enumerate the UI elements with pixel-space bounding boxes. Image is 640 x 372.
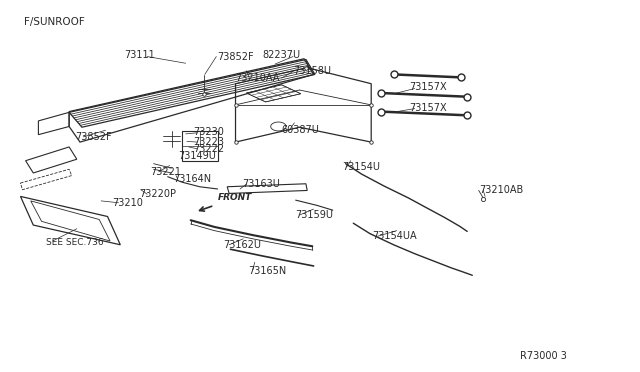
Text: 73210AB: 73210AB bbox=[479, 185, 523, 195]
Text: 73164N: 73164N bbox=[173, 174, 211, 184]
Text: 73220P: 73220P bbox=[140, 189, 177, 199]
Text: 73154U: 73154U bbox=[342, 162, 380, 171]
Text: 73159U: 73159U bbox=[296, 210, 333, 220]
Text: 73165N: 73165N bbox=[248, 266, 287, 276]
Text: 73154UA: 73154UA bbox=[372, 231, 417, 241]
Text: R73000 3: R73000 3 bbox=[520, 352, 566, 361]
Text: F/SUNROOF: F/SUNROOF bbox=[24, 17, 85, 27]
Text: FRONT: FRONT bbox=[218, 193, 252, 202]
Text: 73157X: 73157X bbox=[410, 103, 447, 113]
Text: SEE SEC.736: SEE SEC.736 bbox=[46, 238, 104, 247]
Text: 73223: 73223 bbox=[193, 137, 224, 147]
Text: 82237U: 82237U bbox=[262, 50, 301, 60]
Text: 73230: 73230 bbox=[193, 127, 224, 137]
Text: 73852F: 73852F bbox=[76, 132, 112, 142]
Text: 73210AA: 73210AA bbox=[236, 73, 280, 83]
Text: 73221: 73221 bbox=[150, 167, 181, 177]
Text: 73158U: 73158U bbox=[293, 67, 331, 76]
Text: 73210: 73210 bbox=[112, 198, 143, 208]
Text: 73157X: 73157X bbox=[410, 83, 447, 92]
Text: 73222: 73222 bbox=[193, 144, 225, 154]
Text: 73163U: 73163U bbox=[242, 179, 280, 189]
Text: 73852F: 73852F bbox=[218, 52, 254, 61]
Text: 73149U: 73149U bbox=[178, 151, 216, 161]
Text: 73111: 73111 bbox=[124, 50, 155, 60]
Text: 73162U: 73162U bbox=[223, 240, 260, 250]
Text: 60387U: 60387U bbox=[282, 125, 319, 135]
